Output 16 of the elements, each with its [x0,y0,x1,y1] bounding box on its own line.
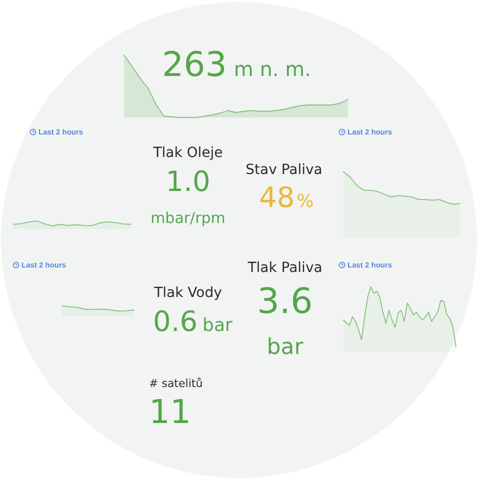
text: # satelitů [149,377,203,390]
text: Tlak Paliva [246,260,322,276]
annotation: 263 [162,45,227,85]
text: 0.6 [153,305,198,338]
annotation: m n. m. [234,57,311,81]
text: 1.0 [166,165,210,198]
text: 11 [149,392,191,431]
text: % [296,191,314,212]
text: Stav Paliva [246,162,322,178]
text: 48 [259,181,295,214]
text: mbar/rpm [150,209,226,227]
text: bar [202,315,233,336]
text: 3.6 [257,282,313,322]
text: bar [266,335,304,360]
text: Tlak Oleje [152,145,223,161]
text: Tlak Vody [153,285,222,301]
